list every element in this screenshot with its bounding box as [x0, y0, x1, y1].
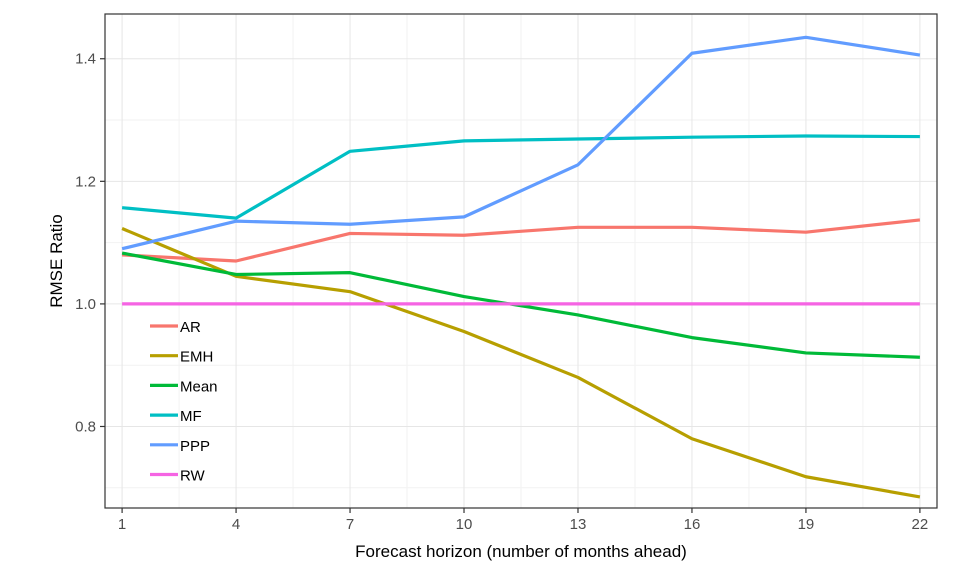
x-tick-label: 22	[912, 516, 929, 533]
series-line-emh	[121, 227, 921, 499]
y-tick-label: 0.8	[75, 418, 96, 435]
y-axis-title: RMSE Ratio	[47, 214, 66, 308]
series-lines	[121, 35, 921, 499]
series-line-ppp	[121, 35, 921, 251]
legend: AR EMH Mean MF PPP RW	[150, 319, 218, 485]
x-tick-label: 1	[118, 516, 126, 533]
y-tick-label: 1.2	[75, 173, 96, 190]
legend-label: PPP	[180, 438, 210, 455]
legend-item-ppp: PPP	[150, 438, 210, 455]
x-tick-label: 7	[346, 516, 354, 533]
y-tick-label: 1.0	[75, 296, 96, 313]
legend-label: AR	[180, 319, 201, 336]
x-tick-label: 10	[456, 516, 473, 533]
legend-label: EMH	[180, 349, 213, 366]
legend-item-rw: RW	[150, 468, 206, 485]
x-tick-label: 13	[570, 516, 587, 533]
legend-item-ar: AR	[150, 319, 201, 336]
x-tick-label: 19	[798, 516, 815, 533]
axes: 1 4 7 10 13 16 19 22 0.8 1.0 1.2 1.4	[75, 51, 928, 533]
x-tick-label: 16	[684, 516, 701, 533]
legend-label: RW	[180, 468, 206, 485]
series-line-mf	[121, 134, 920, 220]
legend-item-mf: MF	[150, 408, 202, 425]
series-line-ar	[122, 218, 921, 263]
legend-item-emh: EMH	[150, 349, 213, 366]
x-axis-title: Forecast horizon (number of months ahead…	[355, 542, 687, 561]
y-tick-label: 1.4	[75, 51, 96, 68]
legend-label: Mean	[180, 378, 218, 395]
series-line-mean	[121, 251, 920, 359]
plot-panel-border	[104, 13, 938, 509]
legend-label: MF	[180, 408, 202, 425]
x-tick-label: 4	[232, 516, 240, 533]
legend-item-mean: Mean	[150, 378, 218, 395]
